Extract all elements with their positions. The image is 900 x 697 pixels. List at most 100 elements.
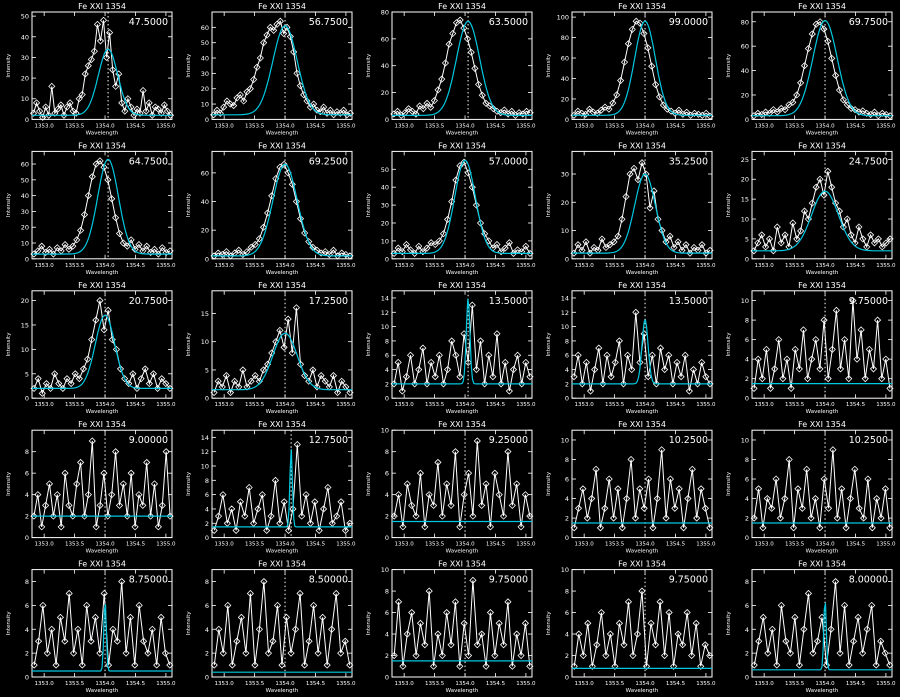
x-tick-label: 1355.0 [516,263,536,269]
y-tick-label: 0 [25,116,29,124]
data-point [320,103,328,111]
data-point [231,377,239,385]
plot-frame [391,429,533,539]
data-point [762,243,770,251]
data-point [868,524,876,532]
y-tick-label: 2 [385,513,389,521]
data-point [607,373,615,381]
data-point [87,637,95,645]
data-point [706,651,714,660]
y-tick-label: 2 [565,652,569,660]
x-tick-label: 1353.0 [755,681,775,687]
x-tick-label: 1354.0 [275,402,295,408]
data-point [640,330,648,338]
data-point [804,375,812,383]
data-point [574,107,582,115]
x-axis-label: Wavelength [626,409,659,415]
data-point [636,19,644,27]
data-point [119,480,127,488]
data-point [585,105,594,113]
data-point [160,101,168,109]
peak-annotation: 9.75000 [489,575,528,586]
data-point [768,625,776,633]
x-tick-label: 1354.5 [126,123,146,129]
panel-title: Fe XXI 1354 [438,281,486,290]
data-point [434,630,442,638]
y-tick-label: 0 [385,534,389,542]
data-point [276,17,284,25]
data-point [210,111,218,119]
data-point [666,232,674,240]
data-point [777,239,785,247]
data-point [864,475,872,483]
x-axis-label: Wavelength [626,270,659,276]
data-point [827,625,835,633]
y-axis-label: Intensity [366,332,372,357]
y-tick-label: 10 [741,216,749,224]
y-axis-label: Intensity [726,611,732,636]
data-point [870,239,879,247]
data-point [878,243,886,251]
y-tick-label: 40 [201,198,209,206]
y-tick-label: 4 [565,366,569,374]
peak-annotation: 17.2500 [309,296,348,307]
data-point [628,365,636,374]
data-point [497,248,505,256]
data-point [481,380,489,388]
data-point [298,512,306,520]
data-point [131,661,139,669]
data-point [656,598,664,606]
data-point [91,613,100,621]
y-tick-label: 15 [201,310,209,318]
y-tick-label: 20 [741,176,749,184]
data-point [673,358,681,366]
data-point [236,91,244,99]
data-point [230,102,238,110]
data-point [215,625,223,633]
x-tick-label: 1354.0 [455,402,475,408]
x-axis-label: Wavelength [86,270,119,276]
data-point [675,106,683,114]
x-tick-label: 1354.0 [95,542,115,548]
panel-title: Fe XXI 1354 [438,2,486,11]
data-point [69,242,77,250]
x-axis-label: Wavelength [86,549,119,555]
data-point [820,475,828,483]
data-point [214,512,223,520]
data-point [143,458,151,466]
data-point [682,241,690,249]
x-tick-label: 1354.5 [666,542,686,548]
data-point [34,637,43,645]
panel-title: Fe XXI 1354 [618,281,666,290]
data-point [69,512,77,520]
data-point [434,458,442,466]
data-point [49,250,57,258]
x-tick-label: 1354.0 [635,542,655,548]
data-point [296,82,304,90]
data-point [115,501,124,509]
data-point [34,491,42,499]
data-point [444,215,452,223]
data-point [789,219,797,227]
data-point [210,388,218,397]
data-point [328,625,336,633]
x-tick-label: 1355.0 [876,542,896,548]
data-point [855,223,863,231]
data-point [435,237,443,245]
data-point [582,238,590,246]
data-point [808,199,816,207]
data-point [648,62,656,70]
fit-curve [212,449,352,528]
data-point [679,641,687,649]
y-tick-label: 0 [745,255,749,263]
data-point [762,108,770,116]
x-tick-label: 1353.0 [35,681,55,687]
data-point [341,637,349,645]
data-point [56,613,65,621]
y-tick-label: 40 [561,75,569,83]
data-point [681,351,689,359]
data-point [493,107,501,115]
data-point [601,504,609,512]
x-tick-label: 1353.5 [785,542,805,548]
data-point [586,249,594,257]
